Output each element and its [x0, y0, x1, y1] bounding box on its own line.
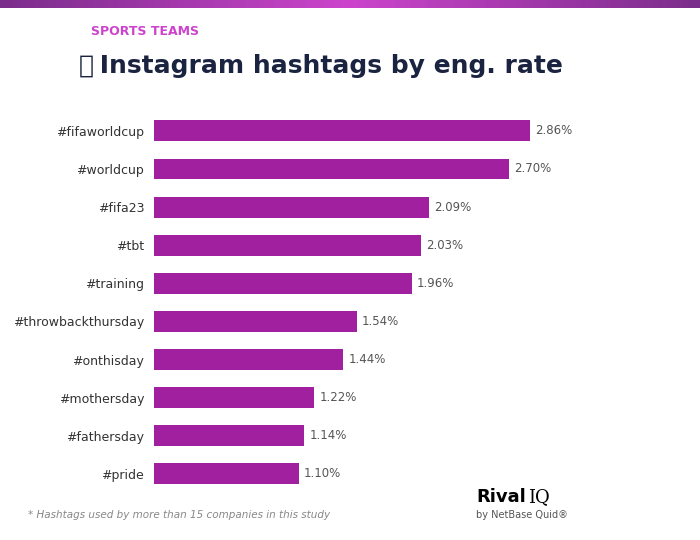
Text: SPORTS TEAMS: SPORTS TEAMS: [91, 25, 199, 38]
Bar: [154, 349, 344, 370]
Text: 2.09%: 2.09%: [434, 200, 471, 214]
Text: 1.96%: 1.96%: [417, 277, 454, 290]
Text: 1.54%: 1.54%: [362, 315, 399, 328]
Text: IQ: IQ: [528, 488, 550, 506]
Text: 2.03%: 2.03%: [426, 239, 463, 252]
Bar: [154, 159, 509, 179]
Text: 1.14%: 1.14%: [309, 429, 346, 442]
Bar: [154, 426, 304, 446]
Text: 1.22%: 1.22%: [320, 391, 357, 404]
Bar: [154, 273, 412, 294]
Bar: [154, 387, 314, 408]
Bar: [154, 235, 421, 256]
Text: 2.70%: 2.70%: [514, 163, 552, 176]
Text: 1.44%: 1.44%: [349, 353, 386, 366]
Text: 1.10%: 1.10%: [304, 468, 341, 481]
Text: Rival: Rival: [476, 488, 526, 506]
Bar: [154, 463, 299, 484]
Text: by NetBase Quid®: by NetBase Quid®: [476, 510, 568, 521]
Bar: [154, 197, 429, 218]
Text: Instagram hashtags by eng. rate: Instagram hashtags by eng. rate: [91, 54, 563, 78]
Text: * Hashtags used by more than 15 companies in this study: * Hashtags used by more than 15 companie…: [28, 510, 330, 521]
Bar: [154, 311, 356, 332]
Bar: [154, 120, 530, 141]
Text: ⓘ: ⓘ: [79, 54, 94, 78]
Text: 2.86%: 2.86%: [536, 124, 573, 137]
